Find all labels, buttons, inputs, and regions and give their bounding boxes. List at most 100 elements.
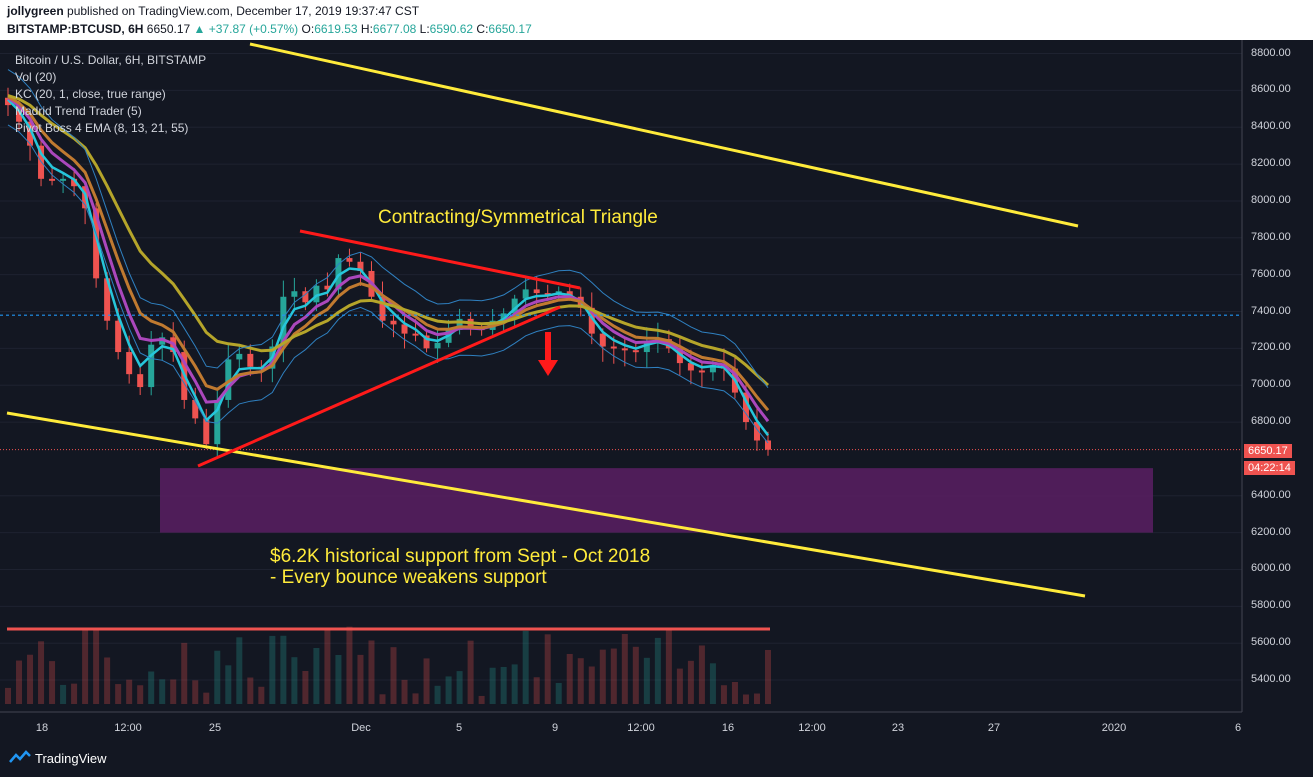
volume-bar bbox=[643, 657, 650, 704]
volume-bar bbox=[709, 663, 716, 704]
volume-bar bbox=[93, 629, 100, 704]
change-arrow-icon: ▲ bbox=[193, 22, 206, 36]
volume-bar bbox=[731, 681, 738, 704]
price-tick-label: 8800.00 bbox=[1251, 46, 1291, 59]
volume-bar bbox=[390, 647, 397, 704]
candle-body bbox=[379, 296, 386, 321]
triangle-annotation[interactable]: Contracting/Symmetrical Triangle bbox=[378, 207, 658, 228]
volume-bar bbox=[214, 650, 221, 704]
legend-madrid[interactable]: Madrid Trend Trader (5) bbox=[15, 104, 142, 118]
price-tick-label: 7200.00 bbox=[1251, 341, 1291, 354]
candle-body bbox=[709, 364, 716, 373]
low-label: L: bbox=[419, 22, 430, 36]
price-tick-label: 7800.00 bbox=[1251, 230, 1291, 243]
volume-bar bbox=[115, 684, 122, 704]
high-value: 6677.08 bbox=[372, 22, 417, 36]
upper-trendline bbox=[249, 42, 1079, 228]
candle-body bbox=[511, 298, 518, 314]
brand-name[interactable]: TradingView bbox=[35, 751, 107, 766]
candle-body bbox=[390, 320, 397, 325]
time-tick-label: 5 bbox=[455, 722, 463, 734]
volume-bar bbox=[621, 633, 628, 704]
tradingview-logo-icon[interactable] bbox=[9, 750, 31, 766]
volume-bar bbox=[346, 626, 353, 704]
time-tick-label: 27 bbox=[987, 722, 1001, 734]
legend-title[interactable]: Bitcoin / U.S. Dollar, 6H, BITSTAMP bbox=[15, 53, 207, 67]
volume-bar bbox=[60, 684, 67, 704]
candle-body bbox=[346, 258, 353, 262]
legend-volume[interactable]: Vol (20) bbox=[15, 70, 57, 84]
price-tick-label: 8400.00 bbox=[1251, 120, 1291, 133]
candle-body bbox=[765, 440, 771, 450]
volume-bar bbox=[16, 660, 23, 704]
volume-bar bbox=[544, 634, 551, 704]
candle-body bbox=[753, 422, 760, 441]
volume-bar bbox=[500, 666, 507, 704]
price-tick-label: 5600.00 bbox=[1251, 636, 1291, 649]
legend-pivot-ema[interactable]: Pivot Boss 4 EMA (8, 13, 21, 55) bbox=[15, 121, 189, 135]
down-arrow-icon bbox=[538, 332, 558, 376]
candle-body bbox=[5, 97, 11, 106]
volume-bar bbox=[27, 654, 34, 704]
volume-bar bbox=[159, 679, 166, 704]
candle-body bbox=[544, 293, 551, 296]
candle-body bbox=[302, 291, 309, 303]
price-tick-label: 8200.00 bbox=[1251, 157, 1291, 170]
high-label: H: bbox=[360, 22, 373, 36]
low-value: 6590.62 bbox=[429, 22, 474, 36]
last-price: 6650.17 bbox=[146, 22, 191, 36]
candle-body bbox=[313, 285, 320, 303]
time-tick-label: 18 bbox=[35, 722, 49, 734]
volume-bar bbox=[71, 683, 78, 704]
volume-bar bbox=[126, 679, 133, 704]
volume-bar bbox=[577, 658, 584, 704]
time-tick-label: 16 bbox=[721, 722, 735, 734]
ema-lines bbox=[7, 69, 770, 444]
triangle-upper-line bbox=[299, 229, 581, 290]
support-annotation-line2[interactable]: - Every bounce weakens support bbox=[270, 567, 547, 588]
price-tick-label: 6400.00 bbox=[1251, 488, 1291, 501]
symbol-label: BITSTAMP:BTCUSD, 6H bbox=[7, 22, 144, 36]
volume-bar bbox=[467, 640, 474, 704]
volume-bar bbox=[511, 664, 518, 704]
author-name[interactable]: jollygreen bbox=[7, 4, 64, 18]
candle-body bbox=[610, 346, 617, 349]
volume-bar bbox=[192, 680, 199, 704]
volume-bar bbox=[269, 635, 276, 704]
ema-8-line bbox=[7, 98, 769, 436]
close-label: C: bbox=[476, 22, 489, 36]
candle-body bbox=[324, 285, 331, 290]
time-tick-label: 9 bbox=[551, 722, 559, 734]
candle-body bbox=[236, 353, 243, 360]
candle-body bbox=[676, 348, 683, 364]
candle-body bbox=[214, 399, 221, 445]
volume-bar bbox=[445, 676, 452, 704]
volume-bar bbox=[104, 657, 111, 704]
price-tick-label: 6200.00 bbox=[1251, 525, 1291, 538]
volume-bar bbox=[720, 685, 727, 704]
volume-bar bbox=[49, 661, 56, 704]
volume-bar bbox=[423, 658, 430, 704]
volume-bar bbox=[522, 630, 529, 704]
support-annotation-line1[interactable]: $6.2K historical support from Sept - Oct… bbox=[270, 546, 651, 567]
volume-bar bbox=[291, 657, 298, 704]
candle-body bbox=[203, 418, 210, 445]
candle-body bbox=[291, 291, 298, 297]
price-tick-label: 5800.00 bbox=[1251, 599, 1291, 612]
ema-13-line bbox=[7, 96, 770, 423]
ema-21-line bbox=[7, 95, 770, 412]
volume-bar bbox=[335, 654, 342, 704]
candle-body bbox=[27, 121, 34, 146]
volume-bar bbox=[258, 686, 265, 704]
volume-bar bbox=[170, 679, 177, 704]
candle-body bbox=[632, 350, 639, 353]
price-tick-label: 6800.00 bbox=[1251, 415, 1291, 428]
legend-keltner[interactable]: KC (20, 1, close, true range) bbox=[15, 87, 166, 101]
volume-bars bbox=[5, 626, 771, 704]
time-tick-label: 12:00 bbox=[798, 722, 826, 734]
candle-body bbox=[423, 335, 430, 349]
volume-bar bbox=[379, 694, 386, 704]
candle-body bbox=[588, 307, 595, 334]
time-tick-label: 25 bbox=[208, 722, 222, 734]
price-chart[interactable] bbox=[0, 40, 1313, 740]
